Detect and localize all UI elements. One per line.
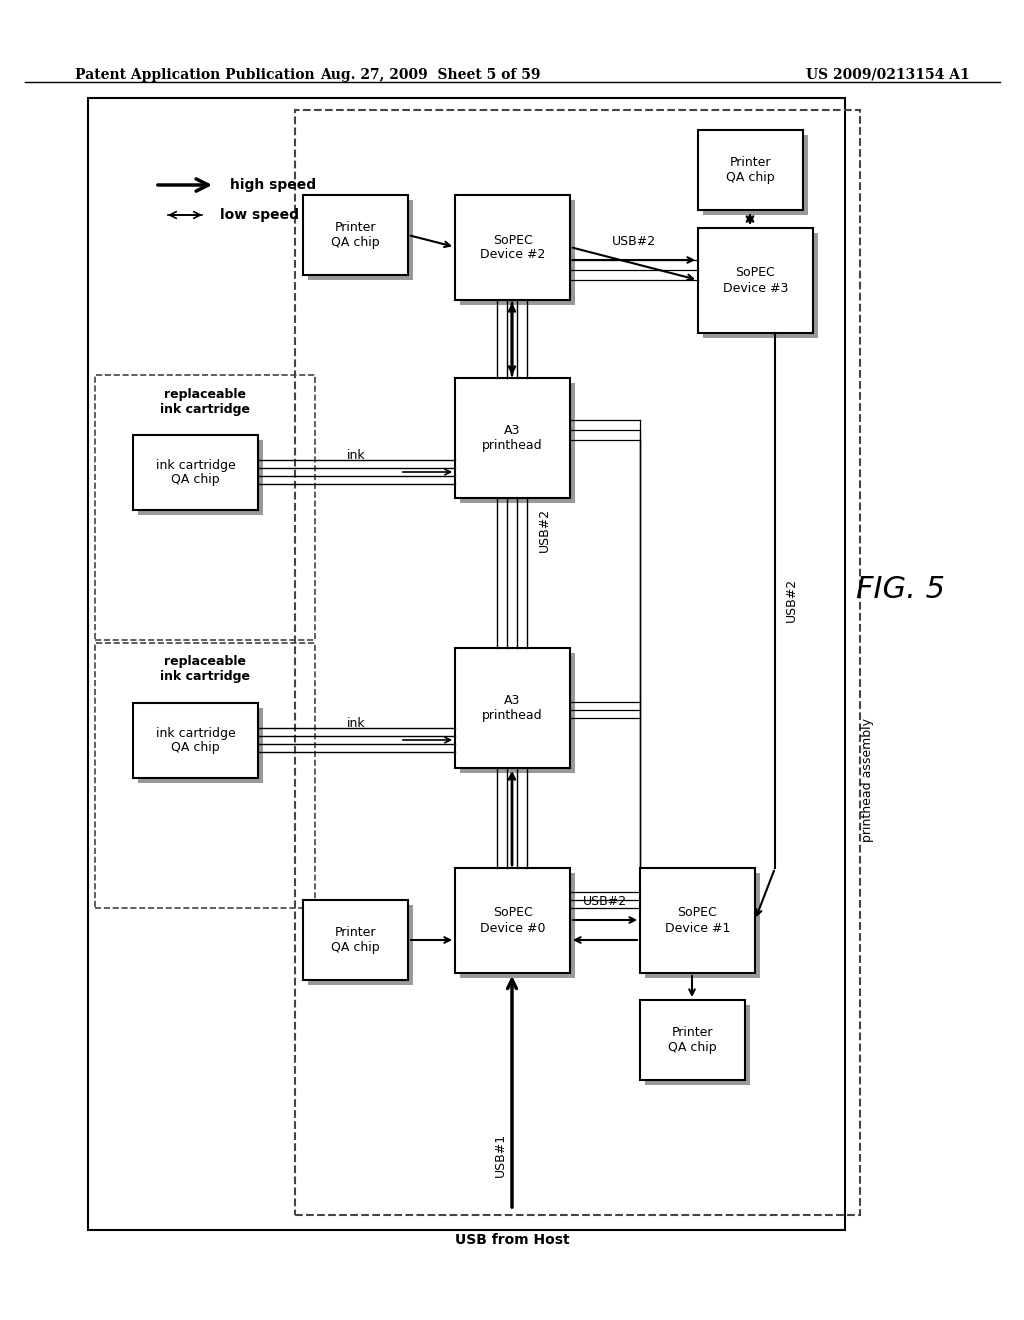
Text: ink: ink (347, 449, 366, 462)
Text: printhead assembly: printhead assembly (861, 718, 874, 842)
Bar (460, 653, 575, 774)
Text: high speed: high speed (230, 178, 316, 191)
Bar (295, 110, 860, 1214)
Bar (133, 436, 258, 510)
Text: USB#2: USB#2 (583, 895, 627, 908)
Bar (460, 873, 575, 978)
Bar (460, 201, 575, 305)
Bar (138, 440, 263, 515)
Text: SoPEC
Device #1: SoPEC Device #1 (665, 907, 730, 935)
Bar (455, 648, 570, 768)
Bar (640, 1001, 745, 1080)
Bar (308, 906, 413, 985)
Text: SoPEC
Device #2: SoPEC Device #2 (480, 234, 545, 261)
Text: Aug. 27, 2009  Sheet 5 of 59: Aug. 27, 2009 Sheet 5 of 59 (319, 69, 541, 82)
Bar (455, 195, 570, 300)
Bar (698, 228, 813, 333)
Text: USB#2: USB#2 (785, 578, 798, 622)
Text: USB#2: USB#2 (612, 235, 656, 248)
Text: low speed: low speed (220, 209, 299, 222)
Bar (95, 643, 315, 908)
Text: replaceable
ink cartridge: replaceable ink cartridge (160, 655, 250, 682)
Bar (703, 135, 808, 215)
Bar (308, 201, 413, 280)
Text: USB from Host: USB from Host (455, 1233, 569, 1247)
Bar (138, 708, 263, 783)
Bar (645, 873, 760, 978)
Text: ink cartridge
QA chip: ink cartridge QA chip (156, 458, 236, 487)
Text: Printer
QA chip: Printer QA chip (331, 220, 380, 249)
Text: SoPEC
Device #3: SoPEC Device #3 (723, 267, 788, 294)
Text: Printer
QA chip: Printer QA chip (669, 1026, 717, 1053)
Bar (640, 869, 755, 973)
Bar (703, 234, 818, 338)
Bar (303, 195, 408, 275)
Bar (133, 704, 258, 777)
Text: ink: ink (347, 717, 366, 730)
Text: replaceable
ink cartridge: replaceable ink cartridge (160, 388, 250, 416)
Text: ink cartridge
QA chip: ink cartridge QA chip (156, 726, 236, 755)
Bar (95, 375, 315, 640)
Text: USB#2: USB#2 (538, 508, 551, 552)
Bar (460, 383, 575, 503)
Bar (88, 98, 845, 1230)
Bar (698, 129, 803, 210)
Bar (645, 1005, 750, 1085)
Text: Patent Application Publication: Patent Application Publication (75, 69, 314, 82)
Text: A3
printhead: A3 printhead (482, 694, 543, 722)
Text: A3
printhead: A3 printhead (482, 424, 543, 451)
Bar (455, 378, 570, 498)
Text: Printer
QA chip: Printer QA chip (726, 156, 775, 183)
Text: US 2009/0213154 A1: US 2009/0213154 A1 (806, 69, 970, 82)
Text: Printer
QA chip: Printer QA chip (331, 927, 380, 954)
Bar (455, 869, 570, 973)
Text: FIG. 5: FIG. 5 (855, 576, 944, 605)
Bar (303, 900, 408, 979)
Text: USB#1: USB#1 (494, 1133, 507, 1177)
Text: SoPEC
Device #0: SoPEC Device #0 (480, 907, 545, 935)
